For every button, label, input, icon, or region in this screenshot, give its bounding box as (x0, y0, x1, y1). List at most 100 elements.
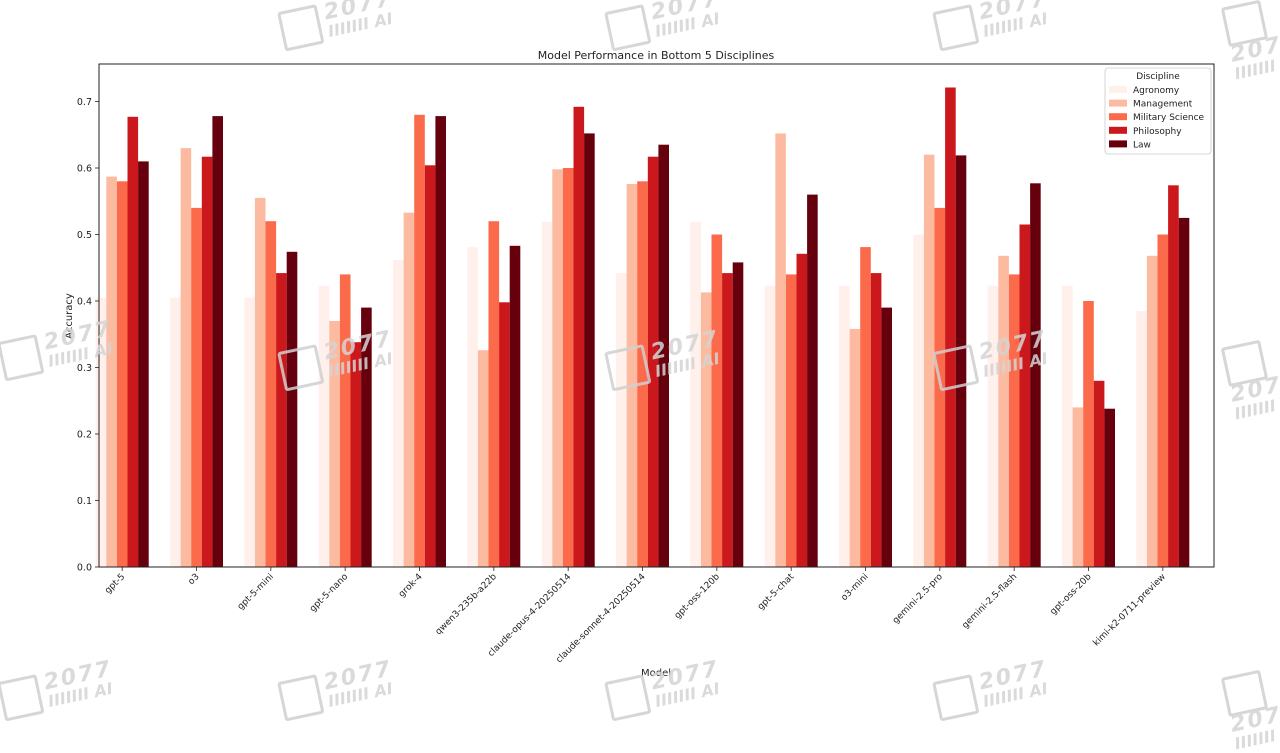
bar-agronomy (244, 297, 255, 567)
y-tick-label: 0.6 (77, 164, 92, 175)
bar-management (180, 148, 192, 567)
bar-management (626, 184, 638, 567)
bar-agronomy (541, 221, 553, 567)
bar-management (254, 197, 266, 567)
bar-law (1104, 408, 1115, 567)
x-tick-label: claude-opus-4-20250514 (486, 572, 573, 659)
x-tick-label: gemini-2.5-pro (891, 572, 945, 626)
bar-agronomy (1136, 311, 1147, 567)
bar-military-science (265, 221, 277, 567)
bar-management (403, 212, 415, 567)
bar-law (1178, 217, 1190, 567)
legend-swatch (1109, 99, 1127, 107)
bar-agronomy (987, 285, 999, 567)
bar-agronomy (95, 297, 107, 567)
legend: Discipline Agronomy Management Military Sci… (1104, 67, 1212, 155)
plot-frame (98, 63, 1215, 568)
bar-law (807, 194, 818, 567)
bar-management (923, 154, 935, 567)
bar-military-science (934, 207, 946, 567)
x-tick-label: o3-mini (840, 572, 871, 603)
y-tick-label: 0.2 (77, 430, 92, 441)
bar-law (286, 251, 298, 568)
bar-agronomy (764, 285, 776, 567)
x-tick-label: kimi-k2-0711-preview (1092, 572, 1168, 648)
bar-philosophy (647, 156, 659, 567)
bar-military-science (637, 181, 648, 568)
legend-swatch (1109, 140, 1127, 148)
bar-military-science (116, 181, 128, 568)
x-tick-label: gpt-5-chat (756, 572, 797, 613)
bar-law (509, 245, 521, 568)
x-axis-label: Model (641, 668, 671, 679)
y-tick-label: 0.3 (77, 363, 92, 374)
bar-military-science (488, 221, 500, 567)
bar-chart: Model Performance in Bottom 5 Discipline… (64, 49, 1215, 679)
bar-philosophy (573, 106, 585, 568)
bar-military-science (339, 274, 351, 567)
x-tick-label: gpt-oss-20b (1049, 572, 1094, 617)
bar-military-science (191, 207, 202, 567)
bar-agronomy (839, 285, 850, 567)
bar-management (1072, 407, 1084, 567)
bar-management (1146, 255, 1158, 568)
bar-management (775, 133, 786, 567)
bar-philosophy (945, 87, 956, 567)
bar-philosophy (796, 253, 808, 568)
legend-label: Management (1133, 100, 1193, 110)
bar-law (881, 307, 892, 567)
bar-philosophy (870, 273, 882, 567)
bar-agronomy (318, 285, 330, 567)
plot-area: gpt-5 o3 gpt-5-mini gpt-5-nano grok-4 qwen3-2… (77, 63, 1215, 665)
bar-military-science (1157, 234, 1169, 567)
bar-military-science (562, 168, 574, 567)
bar-philosophy (1019, 224, 1031, 567)
bar-law (212, 116, 223, 567)
y-tick-label: 0.4 (77, 297, 92, 308)
x-tick-label: claude-sonnet-4-20250514 (554, 572, 647, 665)
bar-law (138, 161, 149, 567)
bar-management (106, 176, 117, 567)
bar-law (955, 155, 967, 567)
bar-philosophy (499, 302, 510, 567)
bar-management (477, 350, 489, 567)
legend-label: Law (1133, 140, 1151, 150)
bar-military-science (1083, 301, 1094, 567)
bar-management (329, 321, 340, 567)
bar-management (700, 292, 712, 567)
x-tick-label: gpt-5 (103, 572, 127, 596)
bar-philosophy (276, 273, 287, 567)
y-tick-label: 0.7 (77, 97, 92, 108)
bar-philosophy (1168, 185, 1179, 568)
bar-military-science (711, 234, 723, 567)
chart-title: Model Performance in Bottom 5 Discipline… (538, 49, 775, 62)
legend-swatch (1109, 126, 1127, 134)
bar-military-science (860, 247, 871, 567)
bar-philosophy (350, 342, 362, 567)
legend-label: Agronomy (1133, 86, 1180, 96)
bar-management (552, 169, 563, 568)
bar-agronomy (690, 221, 701, 567)
legend-swatch (1109, 113, 1127, 121)
legend-label: Military Science (1133, 113, 1205, 123)
x-tick-label: gpt-oss-120b (673, 572, 722, 621)
bar-law (1030, 183, 1041, 568)
x-tick-label: o3 (187, 572, 202, 587)
bar-agronomy (913, 234, 924, 567)
bar-philosophy (1093, 380, 1105, 567)
x-tick-label: gpt-5-nano (308, 572, 350, 614)
bar-agronomy (393, 259, 404, 567)
bar-military-science (1008, 274, 1020, 567)
y-tick-label: 0.0 (77, 563, 92, 574)
bar-philosophy (201, 156, 213, 567)
x-tick-label: qwen3-235b-a22b (434, 572, 499, 637)
y-tick-label: 0.5 (77, 230, 92, 241)
bar-management (998, 255, 1009, 568)
legend-swatch (1109, 86, 1127, 93)
bar-law (435, 116, 446, 567)
bar-philosophy (127, 116, 139, 568)
legend-label: Philosophy (1133, 127, 1182, 137)
bar-philosophy (424, 165, 436, 568)
bar-agronomy (616, 273, 627, 567)
x-tick-label: gpt-5-mini (236, 572, 276, 612)
